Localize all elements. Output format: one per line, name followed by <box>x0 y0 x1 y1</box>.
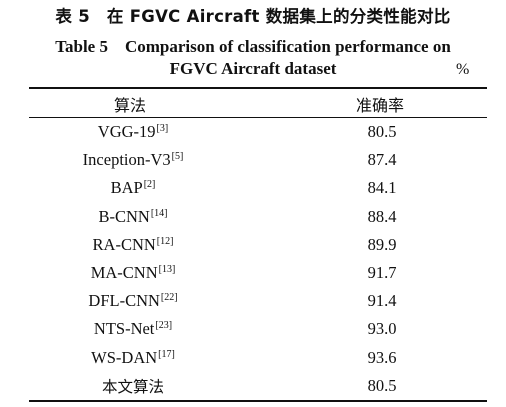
algorithm-name: RA-CNN <box>92 234 156 254</box>
algorithm-name: B-CNN <box>98 206 150 226</box>
algorithm-name: NTS-Net <box>93 319 155 339</box>
algorithm-name: DFL-CNN <box>88 291 160 311</box>
table-row: RA-CNN[12] 89.9 <box>29 231 487 259</box>
reference-marker: [3] <box>156 123 169 135</box>
table-row: B-CNN[14] 88.4 <box>29 203 487 231</box>
table-row: MA-CNN[13] 91.7 <box>29 259 487 287</box>
algorithm-name: BAP <box>110 178 143 198</box>
table-title-english-line2: FGVC Aircraft dataset <box>169 59 337 78</box>
table-row: VGG-19[3] 80.5 <box>29 118 487 146</box>
algorithm-cell: Inception-V3[5] <box>29 150 237 170</box>
table-row: WS-DAN[17] 93.6 <box>29 344 487 372</box>
algorithm-cell: BAP[2] <box>29 178 237 198</box>
algorithm-cell: VGG-19[3] <box>29 122 237 142</box>
algorithm-cell: 本文算法 <box>29 375 237 397</box>
table-header-rule <box>29 117 487 118</box>
reference-marker: [23] <box>155 320 173 332</box>
reference-marker: [5] <box>171 151 184 163</box>
accuracy-cell: 89.9 <box>367 234 397 254</box>
table-row: NTS-Net[23] 93.0 <box>29 315 487 343</box>
table-row: BAP[2] 84.1 <box>29 174 487 202</box>
table-title-english-line1: Table 5 Comparison of classification per… <box>55 37 451 56</box>
algorithm-cell: WS-DAN[17] <box>29 348 237 368</box>
reference-marker: [2] <box>143 179 156 191</box>
accuracy-cell: 84.1 <box>367 178 397 198</box>
algorithm-cell: RA-CNN[12] <box>29 235 237 255</box>
reference-marker: [14] <box>150 207 168 219</box>
table-title-chinese: 表 5 在 FGVC Aircraft 数据集上的分类性能对比 <box>55 7 451 26</box>
table-bottom-rule <box>29 400 487 402</box>
algorithm-cell: B-CNN[14] <box>29 207 237 227</box>
algorithm-cell: DFL-CNN[22] <box>29 291 237 311</box>
reference-marker: [12] <box>156 235 174 247</box>
algorithm-name: MA-CNN <box>90 263 158 283</box>
accuracy-cell: 93.6 <box>367 347 397 367</box>
reference-marker: [17] <box>158 348 175 360</box>
algorithm-cell: MA-CNN[13] <box>29 263 237 283</box>
unit-label: % <box>456 61 470 78</box>
accuracy-cell: 80.5 <box>367 122 397 142</box>
algorithm-name: 本文算法 <box>101 377 164 396</box>
accuracy-cell: 91.7 <box>367 263 397 283</box>
accuracy-cell: 80.5 <box>367 375 397 395</box>
algorithm-name: VGG-19 <box>97 122 156 142</box>
header-accuracy: 准确率 <box>355 96 404 115</box>
table-top-rule <box>29 87 487 89</box>
table-row: Inception-V3[5] 87.4 <box>29 146 487 174</box>
algorithm-name: WS-DAN <box>91 347 158 367</box>
table-row: DFL-CNN[22] 91.4 <box>29 287 487 315</box>
accuracy-cell: 91.4 <box>367 291 397 311</box>
reference-marker: [22] <box>160 292 178 304</box>
algorithm-cell: NTS-Net[23] <box>29 319 237 339</box>
table-body: VGG-19[3] 80.5 Inception-V3[5] 87.4 BAP[… <box>29 118 487 400</box>
table-row: 本文算法 80.5 <box>29 372 487 400</box>
reference-marker: [13] <box>158 264 176 276</box>
accuracy-cell: 88.4 <box>367 206 397 226</box>
accuracy-cell: 93.0 <box>367 319 397 339</box>
algorithm-name: Inception-V3 <box>82 150 171 170</box>
accuracy-cell: 87.4 <box>367 150 397 170</box>
header-algorithm: 算法 <box>113 96 146 115</box>
